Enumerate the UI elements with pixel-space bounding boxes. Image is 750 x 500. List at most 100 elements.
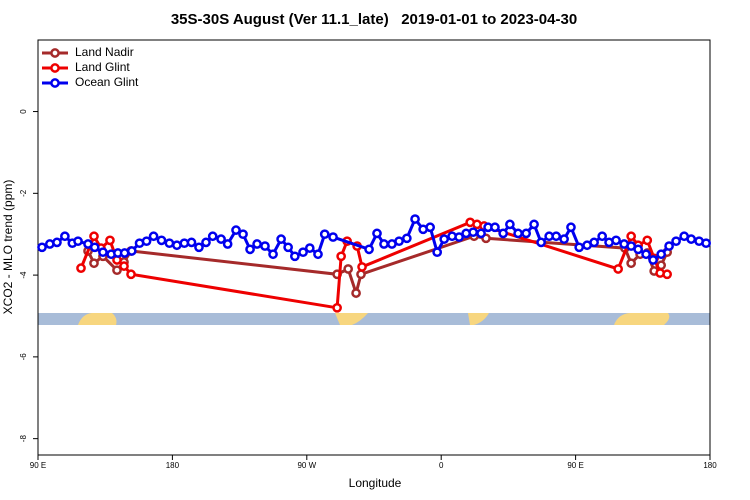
y-tick-label: -6 <box>19 353 28 361</box>
point <box>662 269 672 280</box>
point <box>626 258 637 269</box>
point <box>402 233 412 244</box>
point <box>141 236 152 247</box>
point <box>313 249 323 260</box>
x-tick-label: 90 W <box>297 461 316 470</box>
point <box>566 222 576 233</box>
y-tick-label: -2 <box>19 189 28 197</box>
point <box>319 229 330 240</box>
point <box>156 235 167 246</box>
point <box>529 219 539 230</box>
point <box>76 263 86 273</box>
point <box>656 249 667 260</box>
point <box>468 227 479 238</box>
x-tick-label: 0 <box>439 461 444 470</box>
point <box>172 240 182 251</box>
point <box>648 255 658 265</box>
legend-marker <box>50 78 60 88</box>
point <box>207 231 218 242</box>
point <box>112 265 122 276</box>
point <box>671 236 681 247</box>
point <box>476 228 486 239</box>
legend-label: Ocean Glint <box>75 75 139 89</box>
point <box>589 237 599 248</box>
point <box>222 239 233 249</box>
point <box>304 243 315 253</box>
point <box>201 237 211 248</box>
point <box>98 247 108 258</box>
point <box>52 237 62 248</box>
point <box>336 251 346 262</box>
point <box>425 222 435 233</box>
point <box>73 236 83 247</box>
point <box>105 235 115 246</box>
point <box>356 269 366 280</box>
point <box>186 237 197 248</box>
point <box>357 262 367 272</box>
y-tick-label: 0 <box>19 109 28 114</box>
point <box>379 239 389 249</box>
point <box>633 244 644 255</box>
point <box>148 231 159 242</box>
point <box>238 229 248 240</box>
point <box>559 234 569 244</box>
point <box>439 234 450 244</box>
legend-marker <box>50 48 60 58</box>
legend-marker <box>50 63 60 73</box>
point <box>194 242 204 253</box>
point <box>332 302 342 313</box>
point <box>260 241 270 251</box>
point <box>126 246 137 256</box>
point <box>343 264 354 274</box>
point <box>245 244 255 255</box>
point <box>268 249 278 260</box>
point <box>364 244 374 255</box>
point <box>686 234 697 244</box>
point <box>505 219 515 230</box>
point <box>574 242 585 253</box>
y-tick-label: -8 <box>19 435 28 443</box>
point <box>283 242 293 253</box>
point <box>126 269 136 280</box>
point <box>513 228 523 239</box>
point <box>410 214 420 224</box>
point <box>597 231 608 242</box>
point <box>119 261 129 271</box>
point <box>664 241 674 251</box>
map-strip <box>38 313 710 325</box>
point <box>60 231 70 242</box>
point <box>432 247 443 258</box>
point <box>351 288 361 298</box>
chart-title: 35S-30S August (Ver 11.1_late) 2019-01-0… <box>171 11 577 28</box>
point <box>164 238 175 249</box>
point <box>89 258 99 269</box>
point <box>626 231 637 242</box>
point <box>216 234 226 244</box>
point <box>290 251 300 262</box>
point <box>372 228 382 239</box>
point <box>641 249 651 260</box>
point <box>498 228 509 239</box>
point <box>536 237 546 248</box>
x-tick-label: 180 <box>166 461 180 470</box>
point <box>394 236 404 247</box>
x-tick-label: 90 E <box>30 461 46 470</box>
point <box>521 228 532 239</box>
x-tick-label: 180 <box>703 461 717 470</box>
point <box>490 222 500 233</box>
x-axis-label: Longitude <box>349 476 402 490</box>
point <box>454 232 464 242</box>
point <box>642 235 653 246</box>
point <box>252 239 262 249</box>
y-axis-label: XCO2 - MLO trend (ppm) <box>1 180 15 315</box>
x-tick-label: 90 E <box>567 461 583 470</box>
point <box>276 234 286 244</box>
point <box>37 242 47 253</box>
point <box>611 235 621 246</box>
point <box>89 242 100 253</box>
point <box>551 231 562 242</box>
point <box>89 231 99 242</box>
point <box>701 238 711 249</box>
point <box>231 225 241 235</box>
